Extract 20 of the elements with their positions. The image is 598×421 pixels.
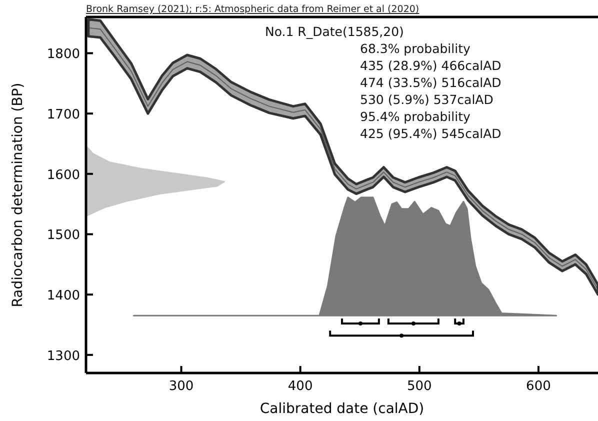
x-tick-label: 500 <box>406 379 432 394</box>
annotation: 95.4% probability <box>360 109 471 124</box>
y-tick-label: 1600 <box>46 168 80 183</box>
chart-title: Bronk Ramsey (2021); r:5: Atmospheric data from Reimer et al (2020) <box>86 4 420 15</box>
x-axis-title: Calibrated date (calAD) <box>260 401 424 417</box>
x-tick-label: 300 <box>168 379 194 394</box>
y-tick-label: 1800 <box>46 47 80 62</box>
y-axis-title: Radiocarbon determination (BP) <box>10 82 26 308</box>
annotation: 435 (28.9%) 466calAD <box>360 58 502 73</box>
y-tick-label: 1700 <box>46 108 80 123</box>
y-tick-label: 1400 <box>46 288 80 304</box>
y-tick-label: 1500 <box>46 228 80 244</box>
annotation: 425 (95.4%) 545calAD <box>360 126 502 141</box>
annotation: No.1 R_Date(1585,20) <box>265 24 404 39</box>
annotation: 68.3% probability <box>360 41 471 56</box>
x-tick-label: 600 <box>526 379 551 394</box>
y-tick-label: 1300 <box>46 348 80 364</box>
annotation: 474 (33.5%) 516calAD <box>360 75 502 90</box>
annotation: 530 (5.9%) 537calAD <box>360 92 494 107</box>
x-tick-label: 400 <box>288 379 313 394</box>
